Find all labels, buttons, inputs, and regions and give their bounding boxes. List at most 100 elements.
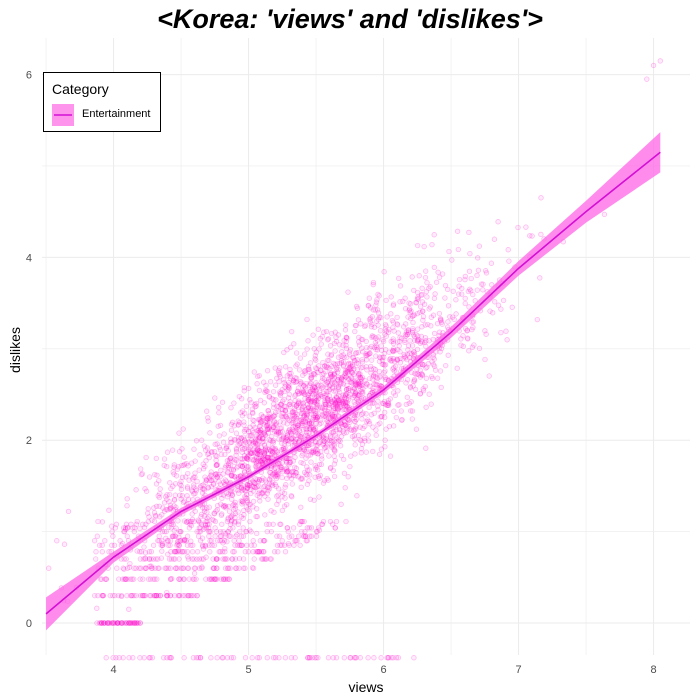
data-point <box>408 408 414 414</box>
data-point <box>343 429 350 436</box>
data-point <box>373 299 380 305</box>
data-point <box>156 533 162 539</box>
data-point <box>369 321 375 327</box>
data-point <box>245 499 251 505</box>
data-point <box>415 242 421 249</box>
data-point <box>366 295 372 301</box>
data-point <box>282 495 288 501</box>
data-point <box>344 354 350 360</box>
data-point <box>185 565 192 571</box>
data-point <box>179 446 185 452</box>
data-point <box>346 385 352 392</box>
data-point <box>393 363 399 369</box>
data-point <box>235 422 241 428</box>
data-point <box>189 487 195 493</box>
data-point <box>228 405 234 411</box>
data-point <box>397 360 403 366</box>
data-point <box>217 533 224 539</box>
data-point <box>403 329 410 335</box>
data-point <box>397 355 403 362</box>
data-point <box>110 533 116 539</box>
data-point <box>279 459 285 466</box>
data-point <box>248 433 254 439</box>
data-point <box>301 447 307 453</box>
data-point <box>305 655 311 661</box>
data-point <box>331 372 338 378</box>
data-point <box>327 365 333 372</box>
data-point <box>214 503 221 509</box>
data-point <box>650 62 657 69</box>
data-point <box>214 474 220 480</box>
data-point <box>318 461 325 468</box>
data-point <box>273 422 279 428</box>
data-point <box>163 565 169 571</box>
data-point <box>321 390 327 396</box>
legend-title: Category <box>52 81 109 97</box>
data-point <box>431 356 437 362</box>
data-point <box>307 369 313 375</box>
data-point <box>100 592 107 599</box>
data-point <box>257 498 263 504</box>
data-point <box>417 374 424 380</box>
data-point <box>368 412 375 418</box>
data-point <box>275 473 281 480</box>
data-point <box>227 462 234 468</box>
data-point <box>262 419 269 426</box>
data-point <box>319 434 325 440</box>
data-point <box>398 335 405 342</box>
data-point <box>270 424 276 430</box>
data-point <box>248 486 254 493</box>
data-point <box>324 379 330 386</box>
data-point <box>315 467 321 473</box>
data-point <box>288 435 295 441</box>
data-point <box>306 442 312 449</box>
data-point <box>302 407 309 413</box>
data-point <box>415 296 421 302</box>
data-point <box>306 442 312 448</box>
data-point <box>286 371 292 377</box>
data-point <box>354 391 360 397</box>
data-point <box>340 359 347 365</box>
data-point <box>159 512 165 518</box>
data-point <box>213 471 219 477</box>
data-point <box>377 355 383 361</box>
data-point <box>103 655 109 661</box>
data-point <box>241 469 248 475</box>
data-point <box>387 355 394 362</box>
data-point <box>352 328 358 335</box>
data-point <box>268 508 274 514</box>
data-point <box>273 420 279 426</box>
data-point <box>462 295 468 302</box>
data-point <box>411 312 418 318</box>
data-point <box>171 464 177 470</box>
data-point <box>292 538 298 544</box>
data-point <box>283 414 290 420</box>
data-point <box>297 433 303 439</box>
data-point <box>236 538 242 544</box>
data-point <box>314 401 320 407</box>
data-point <box>390 390 397 396</box>
data-point <box>172 492 179 498</box>
data-point <box>334 394 340 401</box>
data-point <box>308 372 314 378</box>
data-point <box>280 433 286 440</box>
data-point <box>289 469 295 475</box>
data-point <box>272 422 278 428</box>
data-point <box>370 279 377 286</box>
data-point <box>157 490 163 497</box>
data-point <box>269 448 276 455</box>
data-point <box>411 287 417 294</box>
data-point <box>419 371 426 378</box>
data-point <box>332 448 338 454</box>
data-point <box>401 351 407 358</box>
data-point <box>377 420 383 426</box>
data-point <box>248 490 254 497</box>
data-point <box>181 538 187 544</box>
data-point <box>291 401 297 408</box>
data-point <box>313 388 320 394</box>
data-point <box>183 519 190 525</box>
data-point <box>313 439 319 445</box>
data-point <box>328 330 335 337</box>
data-point <box>222 503 228 509</box>
